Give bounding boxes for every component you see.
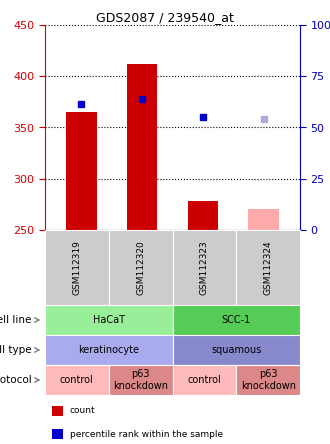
Text: keratinocyte: keratinocyte <box>78 345 139 355</box>
Text: percentile rank within the sample: percentile rank within the sample <box>70 430 223 439</box>
Text: GSM112320: GSM112320 <box>136 240 145 295</box>
Text: cell line: cell line <box>0 315 32 325</box>
Text: cell type: cell type <box>0 345 32 355</box>
Text: GSM112323: GSM112323 <box>200 240 209 295</box>
Text: SCC-1: SCC-1 <box>222 315 251 325</box>
Text: control: control <box>187 375 221 385</box>
Bar <box>127 64 157 230</box>
Text: GSM112324: GSM112324 <box>264 240 273 295</box>
Text: p63
knockdown: p63 knockdown <box>241 369 296 391</box>
Text: protocol: protocol <box>0 375 32 385</box>
Text: HaCaT: HaCaT <box>93 315 125 325</box>
Bar <box>248 210 279 230</box>
Text: GDS2087 / 239540_at: GDS2087 / 239540_at <box>96 11 234 24</box>
Bar <box>66 112 97 230</box>
Text: count: count <box>70 407 95 416</box>
Text: squamous: squamous <box>211 345 261 355</box>
Text: p63
knockdown: p63 knockdown <box>113 369 168 391</box>
Text: control: control <box>60 375 94 385</box>
Bar <box>188 201 218 230</box>
Text: GSM112319: GSM112319 <box>72 240 82 295</box>
